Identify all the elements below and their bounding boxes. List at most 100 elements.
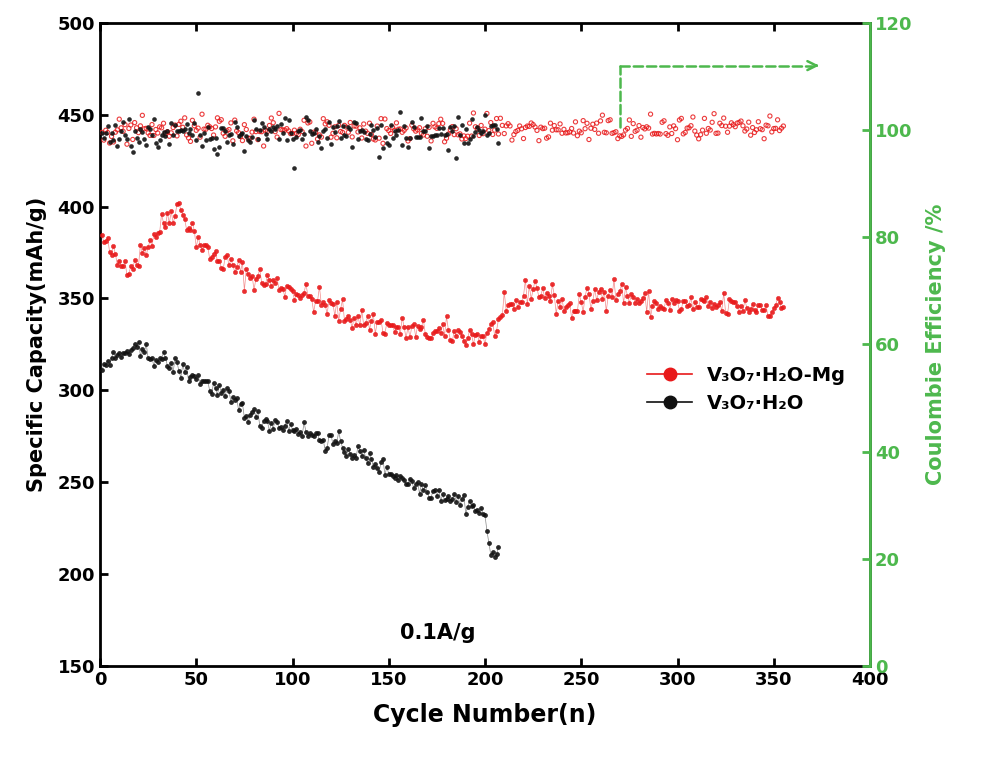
Point xyxy=(367,328,383,340)
Point xyxy=(179,361,195,373)
Point xyxy=(396,124,412,136)
Point xyxy=(167,352,183,364)
Point xyxy=(352,122,368,134)
Point xyxy=(435,488,451,500)
Point xyxy=(150,356,166,368)
Point xyxy=(483,318,499,330)
Point xyxy=(286,294,302,306)
Point xyxy=(159,126,175,138)
Point xyxy=(465,499,481,511)
Point xyxy=(383,127,399,139)
Point xyxy=(731,117,747,129)
Point xyxy=(286,425,302,438)
Point xyxy=(677,126,693,139)
Point xyxy=(188,134,204,146)
Point xyxy=(94,229,110,241)
Point xyxy=(462,117,478,129)
Point xyxy=(429,491,445,503)
Point xyxy=(150,127,166,139)
Point xyxy=(754,304,770,316)
Point xyxy=(485,546,501,558)
Point xyxy=(171,118,187,130)
Point xyxy=(119,269,135,281)
Point xyxy=(163,126,179,139)
Point xyxy=(442,123,458,136)
Point xyxy=(533,290,549,302)
Point xyxy=(169,357,185,369)
Point xyxy=(109,259,125,271)
Point xyxy=(654,117,670,129)
Point xyxy=(637,123,653,135)
Point xyxy=(485,316,501,328)
Point xyxy=(442,495,458,507)
Point xyxy=(648,128,664,140)
Point xyxy=(383,468,399,480)
Point xyxy=(695,124,711,136)
Point xyxy=(167,119,183,131)
Point xyxy=(362,324,378,336)
Point xyxy=(156,347,172,359)
Point xyxy=(342,314,358,326)
Point xyxy=(182,371,198,383)
Point xyxy=(556,304,572,316)
Point xyxy=(335,441,351,453)
Point xyxy=(294,126,310,138)
Point xyxy=(552,301,568,313)
Point xyxy=(583,122,599,134)
Point xyxy=(750,116,766,128)
Point xyxy=(136,132,152,145)
Point xyxy=(200,119,216,131)
Point xyxy=(517,273,533,285)
Point xyxy=(450,129,466,141)
Point xyxy=(204,251,220,263)
Point xyxy=(107,353,123,365)
Point xyxy=(766,303,782,315)
Point xyxy=(98,359,114,371)
Point xyxy=(198,134,214,146)
Point xyxy=(560,126,576,139)
Point xyxy=(102,246,118,258)
Point xyxy=(250,133,266,145)
Point xyxy=(233,398,249,410)
Point xyxy=(146,129,162,142)
Point xyxy=(745,122,761,134)
Point xyxy=(261,123,277,135)
Point xyxy=(194,140,210,152)
Point xyxy=(127,125,143,137)
Point xyxy=(231,404,247,416)
Point xyxy=(381,139,397,151)
Point xyxy=(136,123,152,135)
Point xyxy=(469,328,485,340)
Point xyxy=(404,119,420,131)
Point xyxy=(467,126,483,139)
Point xyxy=(698,291,714,304)
Point xyxy=(105,240,121,252)
Point xyxy=(181,126,197,139)
Point xyxy=(619,123,635,135)
Point xyxy=(186,225,202,237)
Point xyxy=(504,298,520,310)
Point xyxy=(356,118,372,130)
Point xyxy=(223,395,239,407)
Point xyxy=(444,494,460,506)
Point xyxy=(433,128,449,140)
Point xyxy=(693,129,709,141)
Y-axis label: Coulombie Efficiency /%: Coulombie Efficiency /% xyxy=(926,204,946,485)
Point xyxy=(352,319,368,332)
Point xyxy=(165,121,181,133)
Point xyxy=(390,124,406,136)
Point xyxy=(154,129,170,141)
Point xyxy=(388,129,404,141)
Point xyxy=(406,318,422,330)
Point xyxy=(388,117,404,129)
Point xyxy=(105,136,121,148)
Point xyxy=(575,306,591,318)
Point xyxy=(600,114,616,126)
Point xyxy=(225,259,241,271)
Point xyxy=(587,283,603,295)
Point xyxy=(215,127,231,139)
Point xyxy=(712,296,728,308)
Point xyxy=(756,304,772,316)
Point xyxy=(704,302,720,314)
Point xyxy=(504,134,520,146)
